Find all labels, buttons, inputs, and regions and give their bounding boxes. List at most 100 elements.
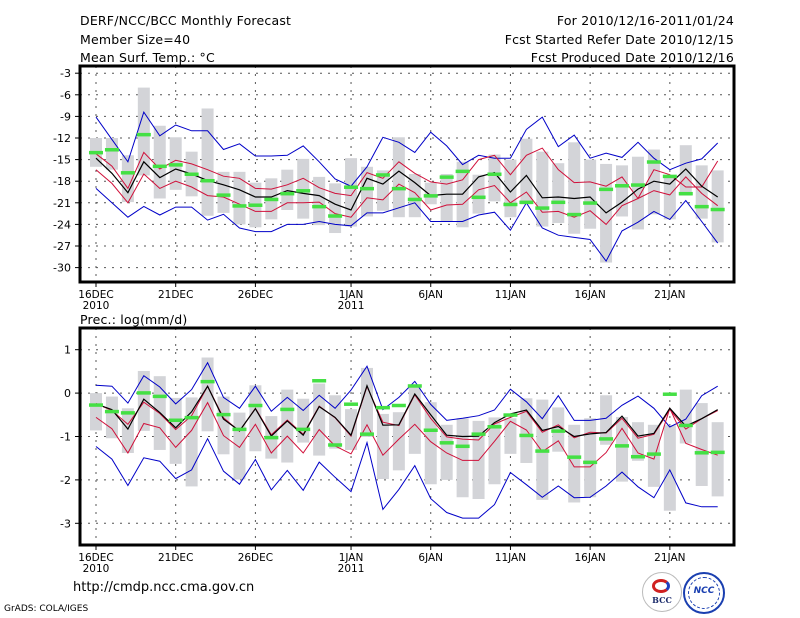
precip-range-bar <box>360 367 373 437</box>
precip-range-bar <box>488 417 501 485</box>
temp-range-bar <box>488 154 501 202</box>
temp-member-marker <box>710 207 725 212</box>
precip-member-marker <box>551 429 566 433</box>
temp-member-marker <box>168 163 183 167</box>
precip-xtick-sublabel: 2010 <box>83 563 110 575</box>
temp-xtick-label: 16DEC <box>78 289 113 301</box>
precip-member-marker <box>535 449 550 453</box>
precip-member-marker <box>710 450 725 455</box>
member-size-label: Member Size=40 <box>80 32 191 47</box>
precip-xtick-label: 21DEC <box>158 552 193 564</box>
temp-range-bar <box>137 87 150 176</box>
temp-range-bar <box>329 183 342 234</box>
temp-member-marker <box>280 191 295 196</box>
precip-member-marker <box>678 423 693 428</box>
precip-member-marker <box>104 409 119 414</box>
precip-member-marker <box>312 379 327 383</box>
temp-member-marker <box>264 197 279 202</box>
precip-ytick-label: 1 <box>64 344 71 357</box>
temp-ytick-label: -15 <box>53 154 71 167</box>
temp-xtick-sublabel: 2010 <box>83 300 110 312</box>
temp-member-marker <box>487 172 502 176</box>
precip-member-marker <box>423 428 438 432</box>
temp-member-marker <box>630 183 645 187</box>
temp-member-marker <box>503 202 518 207</box>
precip-line-min <box>95 437 718 519</box>
temp-member-marker <box>694 204 709 209</box>
ncc-globe-icon <box>688 577 720 609</box>
temp-member-marker <box>423 194 438 198</box>
temp-member-marker <box>375 173 390 177</box>
precip-line-mean <box>95 383 718 438</box>
temp-range-bar <box>105 138 118 170</box>
chart-title: DERF/NCC/BCC Monthly Forecast <box>80 13 292 28</box>
precip-member-marker <box>168 418 183 423</box>
temp-member-marker <box>312 204 327 209</box>
temp-line-mean <box>95 157 719 214</box>
temp-range-bar <box>233 171 246 225</box>
bcc-logo-text: BCC <box>652 595 672 605</box>
temp-line-min <box>95 188 719 263</box>
precip-member-marker <box>200 379 215 384</box>
precip-variable-label: Prec.: log(mm/d) <box>80 312 188 327</box>
temp-member-marker <box>391 186 406 191</box>
temp-member-marker <box>152 164 167 169</box>
precip-range-bar <box>392 412 405 471</box>
temp-member-marker <box>678 191 693 196</box>
temp-member-marker <box>216 193 231 197</box>
temp-member-marker <box>104 148 119 152</box>
temp-member-marker <box>519 200 534 205</box>
precip-plot-frame <box>78 326 736 547</box>
precip-member-marker <box>296 427 311 432</box>
temp-line-max <box>95 110 719 187</box>
precip-ytick-label: -1 <box>60 431 71 444</box>
grads-credit: GrADS: COLA/IGES <box>4 604 89 614</box>
temp-range-bar <box>153 125 166 199</box>
precip-line-mean-minus-std <box>95 401 718 468</box>
temp-range-bar <box>424 182 437 205</box>
temp-member-marker <box>407 197 422 202</box>
temp-xtick-label: 21JAN <box>654 289 685 301</box>
temp-ytick-label: -18 <box>53 175 71 188</box>
temp-range-bar <box>679 145 692 196</box>
precip-range-bar <box>217 396 230 455</box>
precip-member-marker <box>248 403 263 408</box>
temp-member-marker <box>535 206 550 210</box>
precip-member-marker <box>120 411 135 415</box>
precip-member-marker <box>184 415 199 420</box>
precip-member-marker <box>89 403 103 407</box>
precip-xtick-label: 11JAN <box>495 552 526 564</box>
precip-member-marker <box>216 412 231 417</box>
temp-range-bar <box>121 155 134 203</box>
precip-xtick-label: 1JAN <box>339 552 364 564</box>
precip-member-marker <box>615 444 630 448</box>
precip-member-marker <box>152 394 167 399</box>
fcst-started-date: Fcst Started Refer Date 2010/12/15 <box>504 32 734 47</box>
precip-ytick-label: 0 <box>64 387 71 400</box>
temp-range-bar <box>552 163 565 223</box>
temp-xtick-label: 16JAN <box>574 289 605 301</box>
precip-range-bar <box>663 425 676 511</box>
precip-member-marker <box>471 432 486 436</box>
precip-member-marker <box>439 441 454 445</box>
precip-member-marker <box>567 455 582 459</box>
temp-range-bar <box>568 142 581 234</box>
temp-member-marker <box>455 169 470 174</box>
precip-range-bar <box>201 357 214 432</box>
temp-member-marker <box>599 187 614 192</box>
temp-member-marker <box>583 201 598 205</box>
temp-range-bar <box>313 176 326 226</box>
temp-range-bar <box>217 171 230 213</box>
precip-member-marker <box>519 433 534 438</box>
precip-range-bar <box>345 409 358 450</box>
source-url[interactable]: http://cmdp.ncc.cma.gov.cn <box>73 580 255 595</box>
temp-member-marker <box>359 186 374 191</box>
temp-xtick-label: 11JAN <box>495 289 526 301</box>
temp-xtick-label: 6JAN <box>418 289 443 301</box>
precip-range-bar <box>408 386 421 454</box>
temp-member-marker <box>89 150 103 155</box>
precip-member-marker <box>599 437 614 441</box>
precip-range-bar <box>440 424 453 480</box>
temp-ytick-label: -3 <box>60 67 71 80</box>
